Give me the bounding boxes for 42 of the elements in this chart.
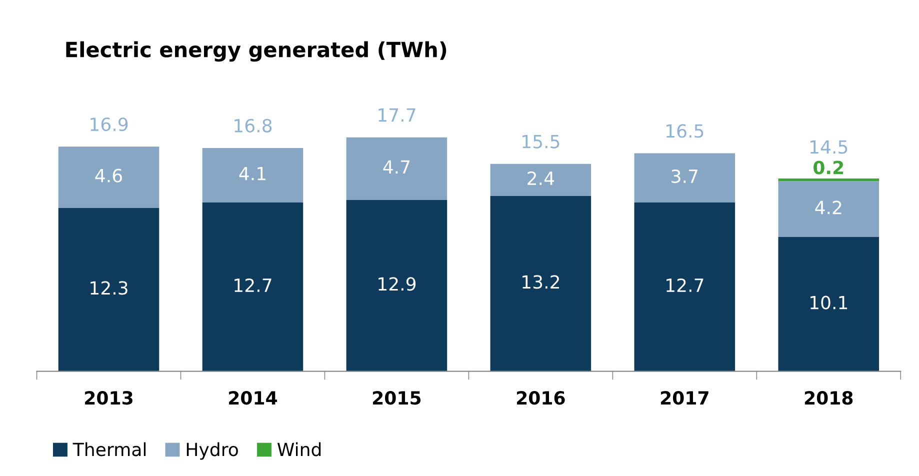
chart-title: Electric energy generated (TWh) [66,41,446,62]
data-label: 2.4 [528,171,554,185]
total-label: 15.5 [522,135,560,148]
bar [778,181,880,238]
bar [490,196,592,372]
bar [634,153,736,202]
legend-label: Hydro [186,442,238,460]
data-label: 13.2 [522,275,559,289]
bar [778,237,880,372]
bar [202,202,304,372]
data-label: 10.1 [810,296,848,310]
data-label: 12.7 [234,278,272,292]
bar [634,202,736,372]
bar [346,200,448,372]
legend-label: Thermal [72,442,146,456]
data-label: 4.1 [239,167,266,180]
legend-label: Wind [277,442,321,456]
total-label: 16.8 [234,118,272,132]
data-label: 4.2 [815,200,842,214]
bar [346,137,448,200]
bar [778,178,880,182]
x-tick-label: 2013 [85,391,132,405]
x-tick-label: 2015 [373,391,421,405]
total-label: 16.9 [90,118,128,132]
bar [202,148,304,202]
bar [58,146,160,208]
data-label: 12.7 [666,278,704,292]
data-label: 12.9 [378,277,416,291]
data-label: 4.6 [95,168,122,182]
x-tick-label: 2016 [516,391,565,405]
bar [58,208,160,372]
bar [490,164,592,196]
data-label: 4.7 [383,160,410,174]
x-tick-label: 2014 [229,391,278,405]
total-label: 14.5 [810,140,848,154]
data-label: 12.3 [90,281,128,295]
total-label: 17.7 [378,108,416,122]
data-label: 3.7 [672,169,698,184]
x-tick-label: 2017 [660,391,708,405]
data-label: 0.2 [814,160,844,174]
total-label: 16.5 [666,124,704,138]
x-tick-label: 2018 [804,391,853,405]
